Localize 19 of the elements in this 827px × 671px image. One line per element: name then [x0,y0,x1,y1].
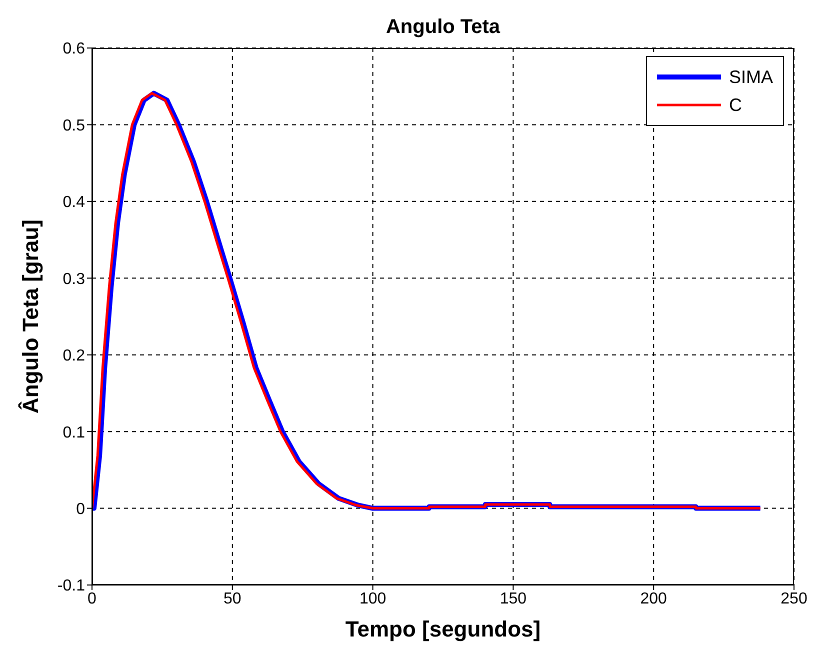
chart-title: Angulo Teta [384,16,502,39]
y-tick-label: 0.3 [62,270,86,288]
x-tick-label: 100 [359,590,386,608]
legend-label: SIMA [728,66,773,88]
y-tick-label: 0.1 [62,424,86,442]
x-tick-label: 200 [640,590,668,608]
legend-label: C [728,94,742,116]
y-axis-title: Ângulo Teta [grau] [18,220,43,414]
x-tick-label: 50 [224,590,242,608]
y-tick-label: 0.5 [62,117,86,134]
y-tick-label: 0.2 [62,348,86,365]
x-axis-title: Tempo [segundos] [345,616,541,642]
y-tick-label: 0 [76,500,86,518]
x-tick-label: 250 [780,590,808,608]
x-tick-label: 0 [88,590,97,608]
y-tick-label: -0.1 [57,578,86,595]
x-tick-label: 150 [500,590,527,608]
y-tick-label: 0.4 [62,194,86,212]
y-tick-label: 0.6 [62,40,86,58]
